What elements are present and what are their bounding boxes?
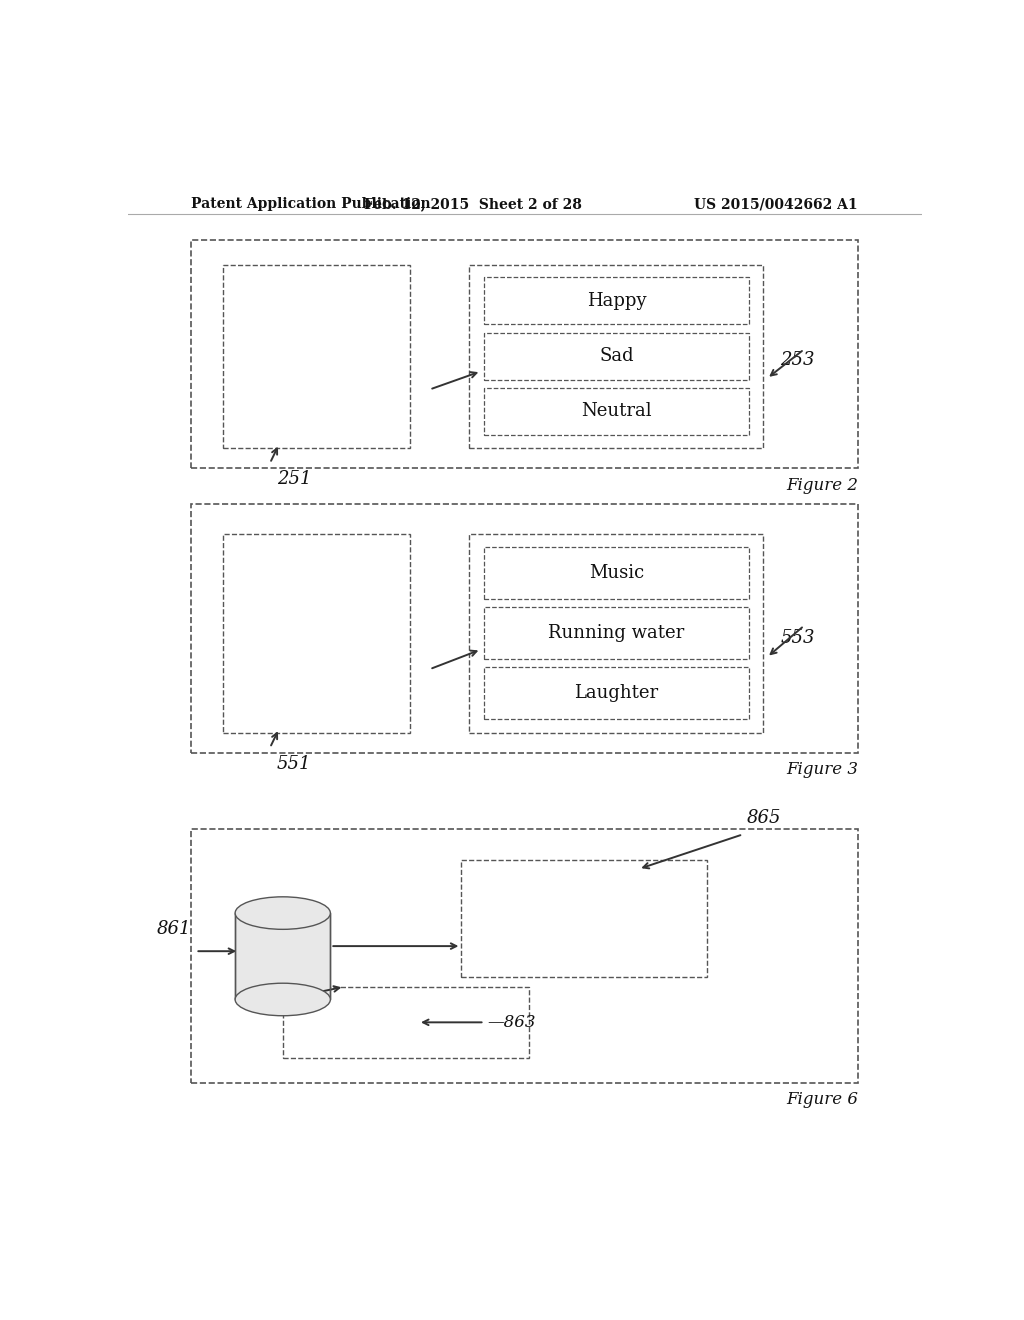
FancyBboxPatch shape [483,388,750,434]
FancyBboxPatch shape [191,504,858,752]
Text: 251: 251 [276,470,311,488]
Text: Laughter: Laughter [574,684,658,702]
FancyBboxPatch shape [483,668,750,719]
Text: Neutral: Neutral [582,403,651,420]
Text: Patent Application Publication: Patent Application Publication [191,197,431,211]
FancyBboxPatch shape [469,265,763,447]
Bar [236,913,331,999]
FancyBboxPatch shape [223,265,410,447]
Text: US 2015/0042662 A1: US 2015/0042662 A1 [694,197,858,211]
FancyBboxPatch shape [483,607,750,659]
Text: Feb. 12, 2015  Sheet 2 of 28: Feb. 12, 2015 Sheet 2 of 28 [365,197,583,211]
FancyBboxPatch shape [191,240,858,469]
Text: Figure 3: Figure 3 [786,762,858,777]
Text: 553: 553 [780,628,815,647]
FancyBboxPatch shape [483,277,750,325]
Ellipse shape [236,896,331,929]
FancyBboxPatch shape [483,546,750,599]
Text: Music: Music [589,564,644,582]
Text: Running water: Running water [548,624,685,642]
FancyBboxPatch shape [469,535,763,733]
FancyBboxPatch shape [461,859,708,977]
FancyBboxPatch shape [283,987,528,1057]
FancyBboxPatch shape [223,535,410,733]
Text: 861: 861 [157,920,191,939]
Text: 253: 253 [780,351,815,370]
Ellipse shape [236,983,331,1015]
Text: Figure 2: Figure 2 [786,477,858,494]
Text: Figure 6: Figure 6 [786,1092,858,1109]
Text: Happy: Happy [587,292,646,310]
FancyBboxPatch shape [483,333,750,380]
Text: 865: 865 [748,809,781,828]
Text: Sad: Sad [599,347,634,366]
Text: —863: —863 [487,1014,536,1031]
Text: 551: 551 [276,755,311,774]
FancyBboxPatch shape [191,829,858,1084]
